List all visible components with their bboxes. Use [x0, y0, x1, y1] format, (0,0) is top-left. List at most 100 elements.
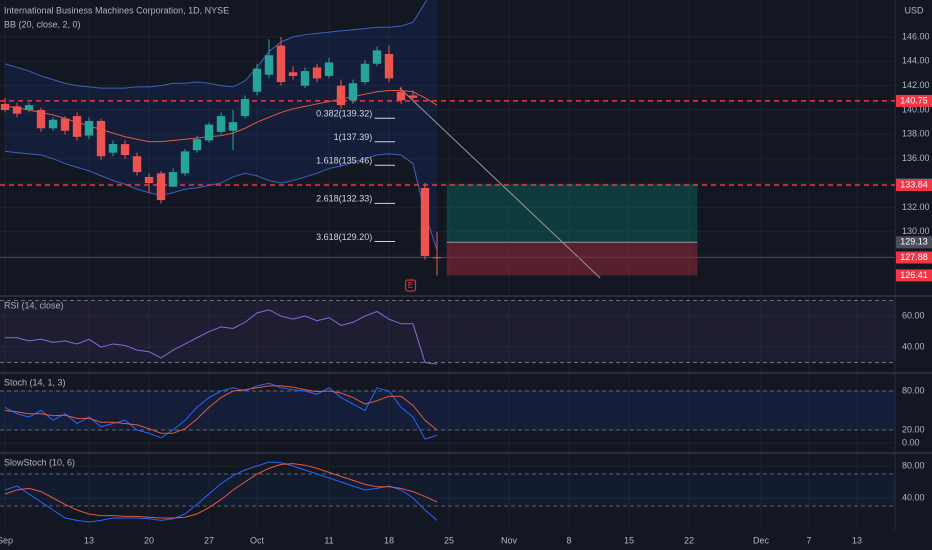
candle-body [300, 71, 310, 86]
price-tag-label: 127.88 [900, 252, 928, 262]
x-tick-label: 22 [684, 535, 694, 545]
candle-body [96, 120, 106, 157]
candle-body [48, 119, 58, 129]
candle-body [240, 99, 250, 117]
fib-label: 0.382(139.32) [316, 109, 372, 119]
candle-body [0, 103, 10, 111]
candle-body [420, 187, 430, 257]
y-tick-label: 0.00 [902, 437, 920, 447]
y-tick-label: 80.00 [902, 460, 925, 470]
candle-body [252, 68, 262, 92]
indicator-label: BB (20, close, 2, 0) [4, 19, 81, 29]
y-tick-label: 40.00 [902, 492, 925, 502]
x-tick-label: 15 [624, 535, 634, 545]
trendline [399, 87, 601, 279]
candle-body [132, 156, 142, 173]
indicator-line [5, 309, 438, 365]
candle-body [228, 122, 238, 131]
y-tick-label: 146.00 [902, 31, 930, 41]
candle-body [216, 116, 226, 132]
fib-label: 1(137.39) [334, 132, 373, 142]
candle-body [336, 85, 346, 106]
price-tag [896, 178, 932, 191]
y-tick-label: 136.00 [902, 153, 930, 163]
y-tick-label: 20.00 [902, 424, 925, 434]
band-fill [0, 300, 895, 363]
x-tick-label: 27 [204, 535, 214, 545]
candle-body [120, 144, 130, 156]
panel-title: SlowStoch (10, 6) [4, 457, 75, 467]
earnings-marker [405, 279, 417, 292]
price-tag [896, 236, 932, 249]
fib-label: 3.618(129.20) [316, 232, 372, 242]
candle-body [60, 118, 70, 131]
candle-body [72, 116, 82, 137]
candle-body [84, 120, 94, 136]
candle-body [264, 55, 274, 75]
x-tick-label: 13 [852, 535, 862, 545]
candle-body [324, 62, 334, 76]
y-tick-label: 132.00 [902, 202, 930, 212]
panel-title: RSI (14, close) [4, 300, 64, 310]
candle-body [276, 45, 286, 83]
fib-label: 1.618(135.46) [316, 156, 372, 166]
y-tick-label: 144.00 [902, 56, 930, 66]
panel-title: Stoch (14, 1, 3) [4, 377, 66, 387]
y-tick-label: 142.00 [902, 80, 930, 90]
candle-body [36, 110, 46, 129]
x-tick-label: Dec [753, 535, 770, 545]
candle-body [168, 172, 178, 187]
indicator-line [4, 385, 438, 434]
candle-body [348, 83, 358, 101]
price-tag-label: 129.13 [900, 237, 928, 247]
band-fill [0, 474, 895, 506]
x-tick-label: 7 [806, 535, 811, 545]
candle-body [24, 105, 34, 111]
x-tick-label: 13 [84, 535, 94, 545]
indicator-line [4, 461, 438, 523]
candle-body [180, 151, 190, 174]
candle-body [408, 95, 418, 98]
candle-body [372, 50, 382, 64]
candle-body [360, 63, 370, 83]
y-tick-label: 138.00 [902, 129, 930, 139]
price-tag [896, 251, 932, 264]
x-tick-label: 20 [144, 535, 154, 545]
y-tick-label: 80.00 [902, 385, 925, 395]
x-tick-label: 8 [566, 535, 571, 545]
price-tag [896, 94, 932, 107]
chart-title: International Business Machines Corporat… [4, 5, 229, 15]
price-tag-label: 133.84 [900, 179, 928, 189]
x-tick-label: Sep [0, 535, 13, 545]
x-tick-label: Oct [250, 535, 265, 545]
candle-body [156, 173, 166, 201]
candle-body [144, 176, 154, 184]
candle-body [384, 54, 394, 79]
indicator-line [4, 463, 438, 519]
x-tick-label: Nov [501, 535, 518, 545]
currency-label: USD [904, 5, 924, 15]
y-tick-label: 140.00 [902, 104, 930, 114]
x-tick-label: 18 [384, 535, 394, 545]
band-fill [0, 391, 895, 431]
price-tag-label: 126.41 [900, 270, 928, 280]
bb-upper [4, 0, 428, 89]
candle-body [192, 139, 202, 151]
price-tag-label: 140.75 [900, 95, 928, 105]
y-tick-label: 130.00 [902, 226, 930, 236]
x-tick-label: 25 [444, 535, 454, 545]
candle-body [12, 106, 22, 114]
y-tick-label: 60.00 [902, 310, 925, 320]
candle-body [432, 257, 442, 259]
x-tick-label: 11 [324, 535, 333, 545]
candle-body [288, 72, 298, 76]
price-tag [896, 269, 932, 282]
earnings-label: E [408, 281, 413, 290]
position-stop [446, 242, 698, 276]
position-target [446, 184, 698, 243]
candle-body [312, 67, 322, 79]
candle-body [204, 124, 214, 141]
